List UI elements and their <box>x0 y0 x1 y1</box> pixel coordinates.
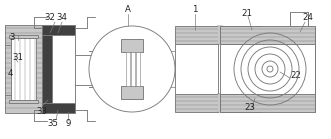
Bar <box>290 12 308 26</box>
Bar <box>11 38 36 100</box>
Bar <box>220 94 315 112</box>
Text: 33: 33 <box>36 107 48 116</box>
Bar <box>220 26 315 44</box>
Bar <box>5 25 42 113</box>
Text: 1: 1 <box>192 6 198 14</box>
Text: 4: 4 <box>7 70 13 79</box>
Text: 9: 9 <box>65 120 71 128</box>
Bar <box>121 86 143 99</box>
Text: 3: 3 <box>9 33 15 43</box>
Text: 24: 24 <box>303 13 313 23</box>
Bar <box>175 26 218 44</box>
Text: 22: 22 <box>291 71 302 80</box>
Bar <box>9 35 38 38</box>
Text: A: A <box>125 6 131 14</box>
Text: 21: 21 <box>242 9 253 18</box>
Text: 32: 32 <box>44 13 56 23</box>
Bar <box>136 52 140 86</box>
Bar <box>9 100 38 103</box>
Bar <box>52 35 75 103</box>
PathPatch shape <box>218 26 261 112</box>
Bar <box>175 44 218 94</box>
Bar <box>42 35 52 103</box>
Circle shape <box>89 26 175 112</box>
Bar <box>121 39 143 52</box>
Bar <box>126 52 130 86</box>
Text: 35: 35 <box>48 120 59 128</box>
Bar <box>42 103 75 113</box>
Bar <box>131 52 135 86</box>
Bar <box>42 25 75 35</box>
Text: 31: 31 <box>13 54 24 63</box>
Text: 23: 23 <box>245 104 256 112</box>
Bar <box>175 94 218 112</box>
Text: 34: 34 <box>57 13 68 23</box>
Bar <box>220 44 315 94</box>
